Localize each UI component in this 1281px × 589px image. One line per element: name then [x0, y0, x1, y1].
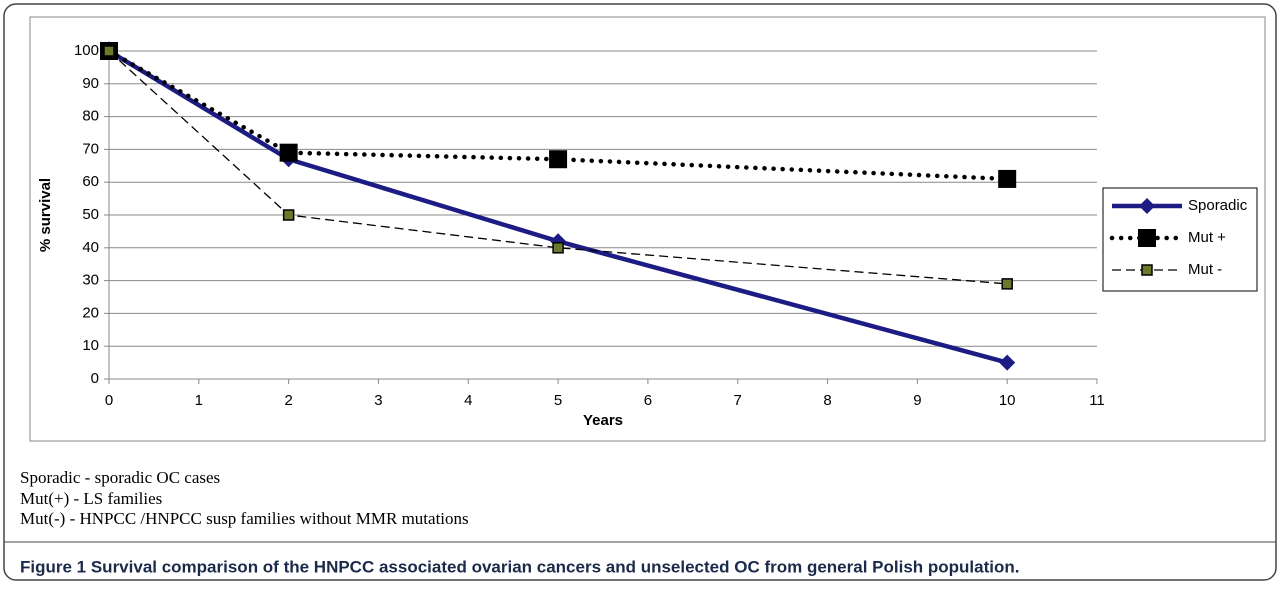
point [282, 209, 295, 221]
legend-label: Mut - [1188, 261, 1222, 278]
y-tick-label: 20 [82, 304, 99, 321]
x-tick-label: 0 [105, 392, 113, 409]
legend-marker [1138, 229, 1156, 247]
y-axis-label: % survival [37, 178, 54, 252]
point [103, 45, 115, 57]
y-tick-label: 0 [91, 370, 99, 387]
y-tick-label: 40 [82, 239, 99, 256]
note: Mut(-) - HNPCC /HNPCC susp families with… [20, 509, 469, 528]
y-tick-label: 70 [82, 140, 99, 157]
x-tick-label: 11 [1089, 392, 1105, 409]
y-tick-label: 30 [82, 272, 99, 289]
x-tick-label: 4 [464, 392, 472, 409]
legend-marker [1139, 198, 1155, 214]
x-tick-label: 5 [554, 392, 562, 409]
x-tick-label: 7 [734, 392, 742, 409]
point [279, 143, 298, 162]
x-tick-label: 1 [195, 392, 203, 409]
point [998, 169, 1017, 188]
y-tick-label: 10 [82, 337, 99, 354]
series-line [106, 48, 1010, 182]
series-line [107, 49, 1008, 365]
x-tick-label: 8 [823, 392, 831, 409]
x-tick-label: 10 [999, 392, 1016, 409]
point [1001, 278, 1013, 290]
y-tick-label: 60 [82, 173, 99, 190]
x-tick-label: 6 [644, 392, 652, 409]
series-line [108, 50, 1008, 285]
x-tick-label: 9 [913, 392, 921, 409]
chart-frame [29, 16, 1266, 442]
y-tick-label: 80 [82, 108, 99, 125]
point [552, 242, 564, 254]
x-axis-label: Years [583, 412, 623, 429]
y-tick-label: 50 [82, 206, 99, 223]
caption: Figure 1 Survival comparison of the HNPC… [20, 557, 1019, 576]
y-tick-label: 100 [74, 42, 99, 59]
y-tick-label: 90 [82, 75, 99, 92]
point [999, 354, 1016, 371]
legend-label: Sporadic [1188, 197, 1248, 214]
note: Mut(+) - LS families [20, 489, 162, 508]
x-tick-label: 2 [284, 392, 292, 409]
note: Sporadic - sporadic OC cases [20, 468, 220, 487]
legend-label: Mut + [1188, 229, 1226, 246]
point [549, 150, 568, 169]
x-tick-label: 3 [374, 392, 382, 409]
legend-marker [1141, 264, 1153, 276]
